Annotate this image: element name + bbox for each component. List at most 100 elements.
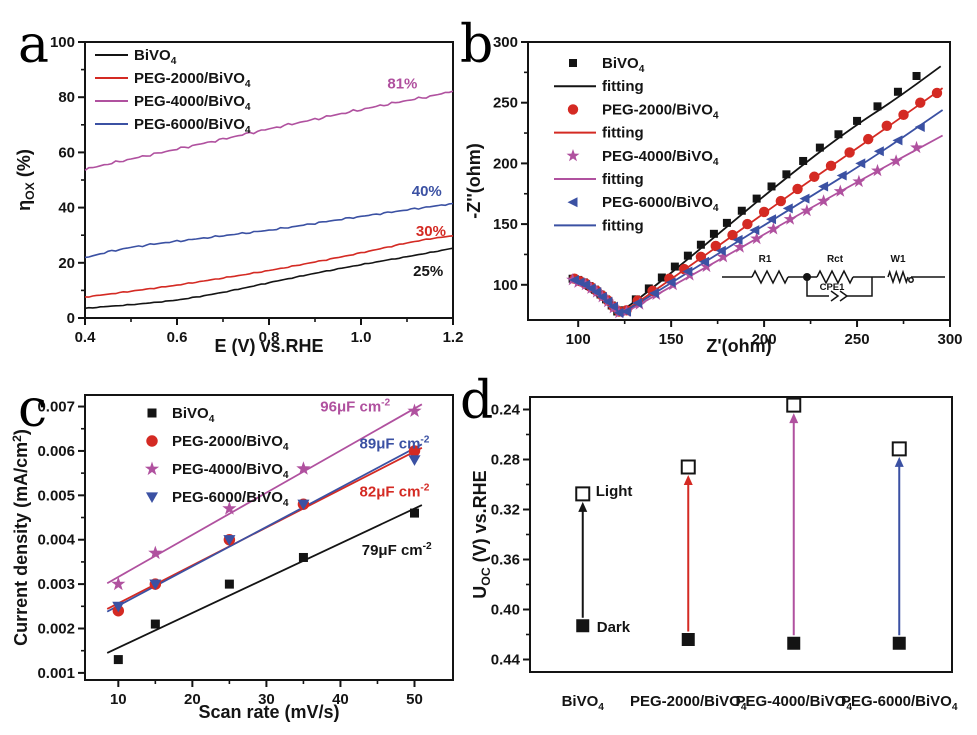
marker-triangle-left <box>855 158 866 169</box>
legend-label: PEG-4000/BiVO4 <box>134 93 251 113</box>
marker-triangle-left <box>621 306 632 317</box>
marker-circle <box>881 120 892 131</box>
marker-triangle-left <box>632 298 643 309</box>
x-tick-label: 50 <box>406 691 423 708</box>
marker-square <box>799 156 808 165</box>
y-tick-label: 150 <box>493 216 518 233</box>
cpe-symbol <box>830 290 849 302</box>
marker-square <box>576 619 590 633</box>
marker-open-square <box>891 441 907 457</box>
marker-open-square <box>575 486 591 502</box>
marker-triangle-left <box>591 287 602 298</box>
scatter-series-1 <box>113 508 419 665</box>
dark-label: Dark <box>597 619 631 636</box>
series-line-1 <box>84 247 454 310</box>
legend-label: PEG-2000/BiVO4 <box>602 101 719 121</box>
marker-triangle-left <box>732 234 743 245</box>
category-label: PEG-6000/BiVO4 <box>841 693 958 713</box>
marker-star <box>871 163 884 177</box>
y-tick-label: 0.002 <box>37 621 75 638</box>
x-axis-label: E (V) vs.RHE <box>214 336 323 356</box>
marker-square <box>569 59 577 67</box>
legend-fitting-label: fitting <box>602 171 644 188</box>
marker-star <box>716 250 730 263</box>
marker-square <box>873 102 882 111</box>
marker-triangle-left <box>892 135 903 146</box>
y-tick-label: 40 <box>58 200 75 217</box>
marker-triangle-left <box>596 291 607 302</box>
x-tick-label: 0.4 <box>75 329 97 346</box>
marker-square <box>709 229 718 238</box>
marker-square <box>892 636 906 650</box>
y-tick-label: 0.44 <box>491 652 521 669</box>
legend-label: PEG-6000/BiVO4 <box>602 194 719 214</box>
annotation: 81% <box>387 75 417 92</box>
y-tick-label: 0.24 <box>491 402 521 419</box>
y-axis-label: -Z''(ohm) <box>464 143 484 219</box>
x-tick-label: 0.8 <box>259 329 280 346</box>
panel-letter-c: c <box>18 379 47 439</box>
legend-label: PEG-6000/BiVO4 <box>172 489 289 509</box>
series-line-4 <box>84 202 454 259</box>
y-tick-label: 20 <box>58 255 75 272</box>
arrow-head-3 <box>789 413 799 424</box>
annotation: 40% <box>412 183 442 200</box>
marker-triangle-left <box>799 193 810 204</box>
x-tick-label: 150 <box>659 331 684 348</box>
marker-square <box>657 273 666 282</box>
marker-square <box>147 408 157 418</box>
x-axis-label: Scan rate (mV/s) <box>198 702 339 722</box>
arrow-head-2 <box>683 475 693 485</box>
category-label: PEG-4000/BiVO4 <box>735 693 852 713</box>
y-tick-label: 0.006 <box>37 443 75 460</box>
marker-circle <box>695 251 707 263</box>
marker-square <box>912 71 921 80</box>
scatter-series-4 <box>112 455 421 613</box>
marker-triangle-left <box>873 146 884 157</box>
marker-triangle-left <box>602 296 613 307</box>
resistor-rct <box>816 269 854 285</box>
legend-label: PEG-4000/BiVO4 <box>602 148 719 168</box>
marker-triangle-left <box>749 225 760 236</box>
marker-triangle-left <box>585 283 596 294</box>
category-label: BiVO4 <box>562 693 605 713</box>
marker-circle <box>898 109 909 121</box>
y-axis-label: Current density (mA/cm2) <box>10 429 31 646</box>
circuit-label-r1: R1 <box>759 254 772 265</box>
marker-square <box>722 218 731 227</box>
marker-triangle-left <box>715 245 726 256</box>
marker-square <box>752 194 761 203</box>
marker-star <box>910 140 923 154</box>
y-tick-label: 0.005 <box>37 487 75 504</box>
marker-square <box>113 655 123 665</box>
marker-square <box>815 143 824 152</box>
y-tick-label: 100 <box>50 34 75 51</box>
marker-triangle-left <box>782 203 793 214</box>
marker-square <box>782 170 791 179</box>
marker-square <box>696 240 705 249</box>
legend-fitting-label: fitting <box>602 78 644 95</box>
x-tick-label: 30 <box>258 691 275 708</box>
y-tick-label: 0.001 <box>37 665 75 682</box>
marker-open-square <box>786 397 802 413</box>
x-tick-label: 10 <box>110 691 127 708</box>
panel-letter-d: d <box>460 371 493 431</box>
marker-triangle-left <box>613 307 624 318</box>
plot-frame <box>527 41 951 321</box>
marker-triangle-left <box>665 277 676 288</box>
marker-circle <box>758 206 770 218</box>
annotation: 82μF cm-2 <box>360 482 430 500</box>
marker-star <box>750 231 764 245</box>
y-tick-label: 250 <box>493 95 518 112</box>
marker-star <box>817 194 831 207</box>
marker-square <box>298 552 308 562</box>
marker-star <box>296 461 311 475</box>
y-tick-label: 0.40 <box>491 602 520 619</box>
y-axis-label: ηOX (%) <box>14 149 37 211</box>
legend-label: PEG-4000/BiVO4 <box>172 461 289 481</box>
marker-square <box>150 619 160 629</box>
legend: BiVO4 PEG-2000/BiVO4 PEG-4000/BiVO4 PEG-600… <box>144 405 289 509</box>
x-tick-label: 0.6 <box>167 329 188 346</box>
marker-triangle-left <box>567 197 578 208</box>
marker-square <box>834 130 843 139</box>
